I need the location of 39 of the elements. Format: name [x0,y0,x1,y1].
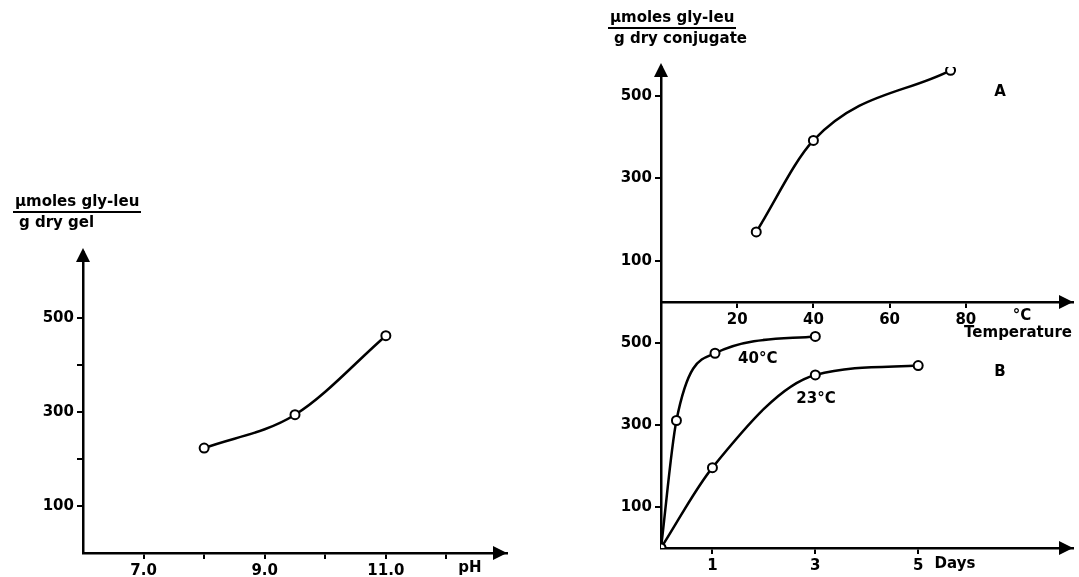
point [670,414,682,426]
series-label: 23°C [796,388,836,407]
y-tick-label: 100 [620,250,652,269]
x-axis-title: pH [458,557,482,576]
annotation: °C [1012,305,1032,324]
point [809,369,821,381]
point [709,347,721,359]
x-tick-label: 40 [802,309,824,328]
y-tick-label: 100 [620,496,652,515]
x-tick-label: 20 [726,309,748,328]
x-tick-label: 3 [810,555,821,574]
y-tick-label: 300 [620,414,652,433]
x-tick-label: 1 [707,555,718,574]
point [198,442,210,454]
y-tick-label: 500 [620,85,652,104]
x-tick-label: 60 [879,309,901,328]
point [945,67,957,76]
annotation: B [994,361,1006,380]
point [706,462,718,474]
point [750,226,762,238]
x-tick-label: 7.0 [130,560,157,577]
y-axis-title: µmoles gly-leu g dry conjugate [609,8,748,47]
point [380,330,392,342]
x-tick-label: 11.0 [367,560,405,577]
annotation: A [994,81,1007,100]
y-tick-label: 500 [42,307,74,326]
x-tick-label: 9.0 [251,560,278,577]
series-label: 40°C [738,349,778,368]
y-axis-title: µmoles gly-leu g dry gel [14,192,141,231]
x-axis-title: Days [934,553,976,572]
y-tick-label: 300 [42,401,74,420]
point [809,330,821,342]
x-tick-label: 5 [912,555,924,574]
point [912,360,924,372]
y-tick-label: 500 [620,332,652,351]
point [289,409,301,421]
point [807,134,819,146]
y-tick-label: 300 [620,168,652,187]
y-tick-label: 100 [42,495,74,514]
